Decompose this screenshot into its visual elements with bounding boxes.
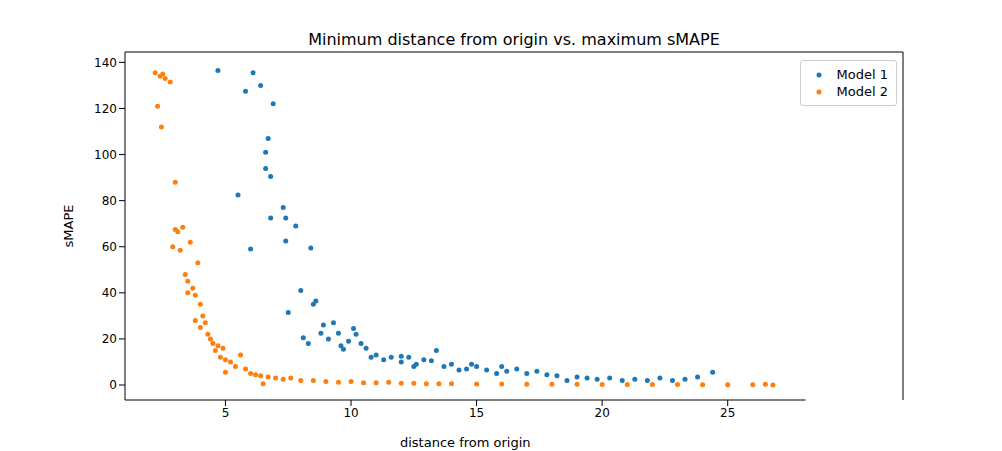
svg-text:20: 20 — [102, 332, 117, 346]
svg-text:100: 100 — [94, 148, 117, 162]
html-text:Model 1: Model 1 — [836, 67, 888, 82]
svg-text:80: 80 — [102, 194, 117, 208]
svg-text:40: 40 — [102, 286, 117, 300]
svg-text:0: 0 — [109, 378, 117, 392]
svg-text:distance from origin: distance from origin — [400, 435, 531, 450]
svg-text:5: 5 — [222, 406, 230, 420]
svg-text:15: 15 — [469, 406, 484, 420]
html-text:Minimum distance from origin v: Minimum distance from origin vs. maximum… — [308, 30, 720, 49]
svg-text:140: 140 — [94, 56, 117, 70]
svg-text:60: 60 — [102, 240, 117, 254]
svg-text:20: 20 — [595, 406, 610, 420]
html-text:Model 2: Model 2 — [836, 84, 888, 99]
svg-text:sMAPE: sMAPE — [61, 205, 76, 248]
svg-text:10: 10 — [343, 406, 358, 420]
svg-text:120: 120 — [94, 102, 117, 116]
svg-text:25: 25 — [720, 406, 735, 420]
